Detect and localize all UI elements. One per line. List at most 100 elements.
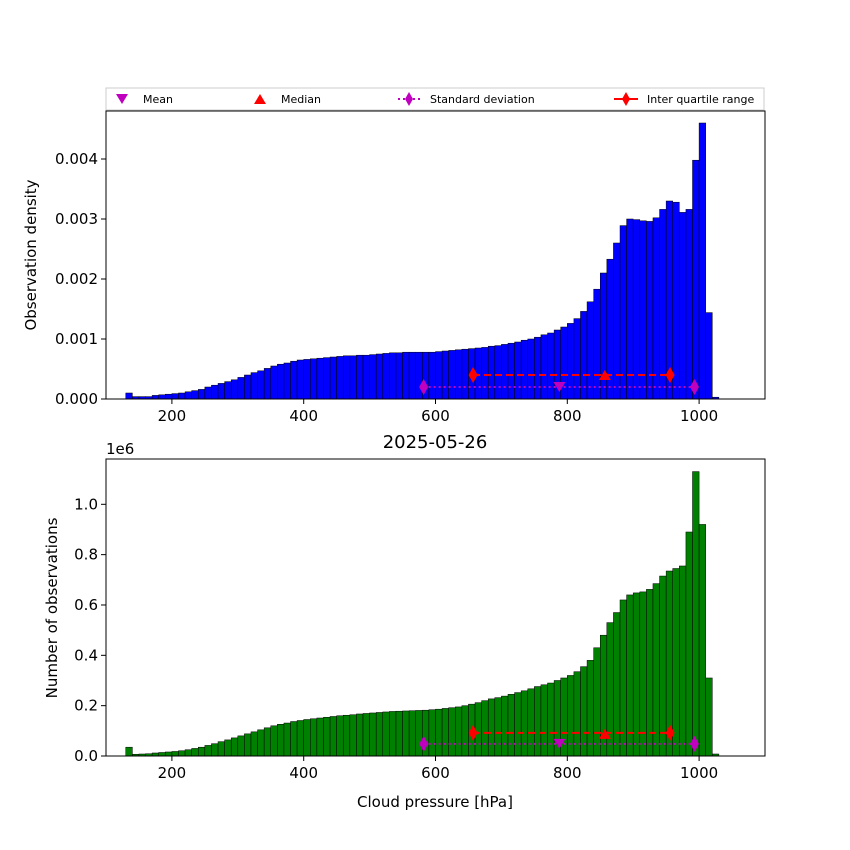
count-bar [257,729,265,757]
density-bar [547,332,555,400]
count-x-tick-label: 1000 [680,764,718,782]
iqr-diamond-icon [622,92,630,106]
density-bar [514,341,522,400]
count-stats-markers [419,724,699,752]
legend-frame [105,87,765,111]
density-bar [626,218,634,400]
density-x-tick-label: 800 [553,407,582,425]
density-bar [560,326,568,400]
count-bar [389,711,397,757]
count-iqr-low-marker [468,724,478,741]
count-bar [237,735,245,757]
count-bar [632,592,641,757]
density-bar [244,374,252,400]
density-bar [336,356,344,400]
count-bar [290,721,298,757]
count-bar [435,708,443,757]
count-bar [198,746,206,757]
legend-item-mean: Mean [116,93,173,106]
count-iqr-high-marker [665,724,675,741]
count-bar [230,737,239,757]
count-bar [441,708,449,757]
density-bar [501,344,509,400]
count-y-tick-label: 0.6 [74,596,98,614]
count-x-tick-label: 200 [158,764,187,782]
count-y-axis-label: Number of observations [43,517,61,698]
density-bar [329,356,337,400]
density-bar [237,377,245,400]
density-bar [290,360,298,400]
density-bar [151,395,159,400]
density-bar [303,359,311,400]
count-y-offset-label: 1e6 [106,440,134,458]
density-bar [369,354,377,400]
density-bar [441,350,449,400]
count-bar [514,692,522,757]
density-bar [362,354,370,400]
density-bar [692,159,700,400]
density-bar [619,225,627,400]
legend-item-iqr: Inter quartile range [614,92,754,106]
density-bar [171,393,179,400]
count-bar [165,751,173,757]
density-bar [672,201,680,400]
density-bar [178,392,186,400]
density-bar [356,354,364,400]
density-bar [158,394,166,400]
density-bar [375,353,384,400]
count-bar [527,688,535,757]
count-bar [540,684,548,757]
count-bar [184,749,192,757]
density-x-ticks: 200 400 600 800 1000 [158,399,718,425]
density-bar [395,352,403,400]
mean-marker-icon [116,94,128,104]
density-bar [211,384,219,400]
count-bar [428,709,436,757]
count-mean-marker [553,738,566,749]
count-bar [125,746,133,757]
density-bar [698,122,706,400]
count-bar [296,720,304,757]
count-bar [382,711,390,757]
count-bar [455,706,463,757]
count-y-tick-label: 0.2 [74,697,98,715]
count-bar [501,695,509,757]
density-bar [415,351,423,400]
count-bar [487,698,496,757]
density-bar [455,349,463,400]
count-bar [178,750,186,757]
count-y-tick-label: 0.4 [74,646,98,664]
density-bar [382,353,390,400]
density-bar [448,350,456,400]
density-iqr-high-marker [665,367,675,383]
count-bar [639,591,647,757]
count-bar [705,677,713,757]
density-bar [316,357,324,400]
density-bar [659,209,667,400]
density-bar [198,389,206,400]
density-y-axis-label: Observation density [22,179,40,330]
density-x-tick-label: 1000 [680,407,718,425]
density-std-low-marker [419,379,429,395]
count-y-ticks: 0.0 0.2 0.4 0.6 0.8 1.0 [74,495,106,765]
density-bar [402,351,410,400]
count-bar [323,716,331,757]
density-bar [652,217,660,400]
count-y-tick-label: 1.0 [74,495,98,513]
density-bar [487,345,496,400]
count-bar [408,710,416,757]
count-bar [204,745,212,757]
density-bar [165,393,173,400]
count-x-tick-label: 800 [553,764,582,782]
count-bar [158,752,166,757]
count-bar [316,717,324,757]
count-bar [270,725,278,757]
median-marker-icon [254,94,266,104]
density-bar [534,336,542,400]
count-bar [520,690,529,757]
count-bar [685,531,693,757]
density-bar [705,312,713,400]
count-median-marker [598,728,611,739]
count-bar [191,748,199,757]
count-bar [494,697,502,757]
